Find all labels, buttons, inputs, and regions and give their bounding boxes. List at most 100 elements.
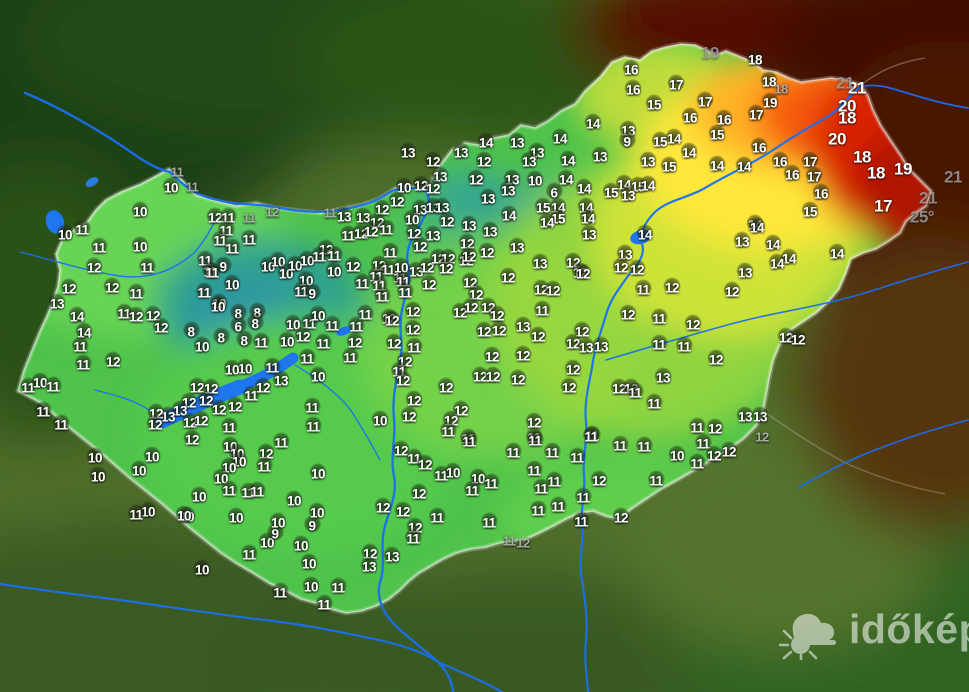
temp-marker[interactable]: 12 [721,444,737,460]
temp-marker[interactable]: 16 [751,140,767,156]
temp-marker[interactable]: 12 [461,249,477,265]
temp-marker[interactable]: 11 [242,210,256,226]
temp-marker[interactable]: 14 [560,153,576,169]
temp-marker[interactable]: 12 [265,204,279,220]
temp-marker[interactable]: 10 [301,556,317,572]
temp-marker[interactable]: 10 [228,510,244,526]
temp-marker[interactable]: 10 [309,505,325,521]
temp-marker[interactable]: 21 [919,188,937,208]
temp-marker[interactable]: 12 [421,277,437,293]
temp-marker[interactable]: 11 [273,585,287,601]
temp-marker[interactable]: 14 [69,309,85,325]
temp-marker[interactable]: 13 [521,154,537,170]
temp-marker[interactable]: 10 [87,450,103,466]
temp-marker[interactable]: 14 [765,237,781,253]
temp-marker[interactable]: 11 [528,433,542,449]
temp-marker[interactable]: 11 [331,580,345,596]
temp-marker[interactable]: 12 [227,399,243,415]
temp-marker[interactable]: 12 [476,324,492,340]
temp-marker[interactable]: 11 [343,350,357,366]
temp-marker[interactable]: 14 [501,208,517,224]
temp-marker[interactable]: 13 [273,373,289,389]
temp-marker[interactable]: 17 [874,196,892,216]
temp-marker[interactable]: 21 [944,167,962,187]
temp-marker[interactable]: 11 [502,533,516,549]
temp-marker[interactable]: 10 [90,469,106,485]
temp-marker[interactable]: 10 [131,463,147,479]
temp-marker[interactable]: 11 [406,531,420,547]
temp-marker[interactable]: 13 [752,409,768,425]
temp-marker[interactable]: 11 [636,282,650,298]
temp-marker[interactable]: 10 [144,449,160,465]
temp-marker[interactable]: 12 [211,402,227,418]
temp-marker[interactable]: 12 [412,239,428,255]
temp-marker[interactable]: 11 [325,318,339,334]
temp-marker[interactable]: 10 [310,466,326,482]
temp-marker[interactable]: 15 [661,159,677,175]
temp-marker[interactable]: 12 [386,336,402,352]
temp-marker[interactable]: 11 [652,311,666,327]
temp-marker[interactable]: 11 [323,205,337,221]
temp-marker[interactable]: 17 [806,169,822,185]
temp-marker[interactable]: 11 [379,222,393,238]
temp-marker[interactable]: 12 [147,417,163,433]
temp-marker[interactable]: 10 [194,339,210,355]
temp-marker[interactable]: 12 [485,369,501,385]
temp-marker[interactable]: 12 [707,421,723,437]
temp-marker[interactable]: 10 [176,508,192,524]
temp-marker[interactable]: 13 [461,218,477,234]
temp-marker[interactable]: 12 [575,266,591,282]
temp-marker[interactable]: 10 [310,369,326,385]
temp-marker[interactable]: 12 [708,352,724,368]
temp-marker[interactable]: 11 [441,424,455,440]
temp-marker[interactable]: 13 [655,370,671,386]
temp-marker[interactable]: 11 [197,285,211,301]
temp-marker[interactable]: 11 [484,476,498,492]
temp-marker[interactable]: 14 [666,131,682,147]
temp-marker[interactable]: 11 [73,339,87,355]
temp-marker[interactable]: 12 [128,309,144,325]
temp-marker[interactable]: 11 [129,286,143,302]
temp-marker[interactable]: 13 [384,549,400,565]
temp-marker[interactable]: 14 [552,131,568,147]
temp-marker[interactable]: 18 [761,74,777,90]
temp-marker[interactable]: 14 [749,220,765,236]
temp-marker[interactable]: 15 [709,127,725,143]
temp-marker[interactable]: 12 [363,224,379,240]
temp-marker[interactable]: 14 [580,211,596,227]
temp-marker[interactable]: 12 [295,329,311,345]
temp-marker[interactable]: 10 [303,579,319,595]
temp-marker[interactable]: 10 [237,361,253,377]
temp-marker[interactable]: 19 [762,95,778,111]
temp-marker[interactable]: 12 [411,486,427,502]
temp-marker[interactable]: 13 [737,409,753,425]
temp-marker[interactable]: 15 [652,134,668,150]
temp-marker[interactable]: 12 [526,415,542,431]
temp-marker[interactable]: 14 [709,158,725,174]
temp-marker[interactable]: 12 [463,300,479,316]
temp-marker[interactable]: 12 [790,332,806,348]
temp-marker[interactable]: 17 [748,107,764,123]
temp-marker[interactable]: 12 [193,413,209,429]
temp-marker[interactable]: 11 [225,241,239,257]
temp-marker[interactable]: 12 [516,535,530,551]
temp-marker[interactable]: 11 [306,419,320,435]
temp-marker[interactable]: 13 [737,265,753,281]
temp-marker[interactable]: 16 [716,112,732,128]
temp-marker[interactable]: 18 [774,81,788,97]
temp-marker[interactable]: 11 [545,445,559,461]
temp-marker[interactable]: 10 [445,465,461,481]
temp-marker[interactable]: 11 [36,404,50,420]
temp-marker[interactable]: 13 [734,234,750,250]
temp-marker[interactable]: 9 [219,259,227,275]
temp-marker[interactable]: 12 [425,154,441,170]
temp-marker[interactable]: 12 [255,380,271,396]
temp-marker[interactable]: 11 [677,339,691,355]
temp-marker[interactable]: 11 [465,483,479,499]
temp-marker[interactable]: 12 [515,348,531,364]
temp-marker[interactable]: 12 [425,181,441,197]
temp-marker[interactable]: 15 [646,97,662,113]
temp-marker[interactable]: 9 [308,518,316,534]
temp-marker[interactable]: 12 [405,304,421,320]
temp-marker[interactable]: 12 [184,432,200,448]
